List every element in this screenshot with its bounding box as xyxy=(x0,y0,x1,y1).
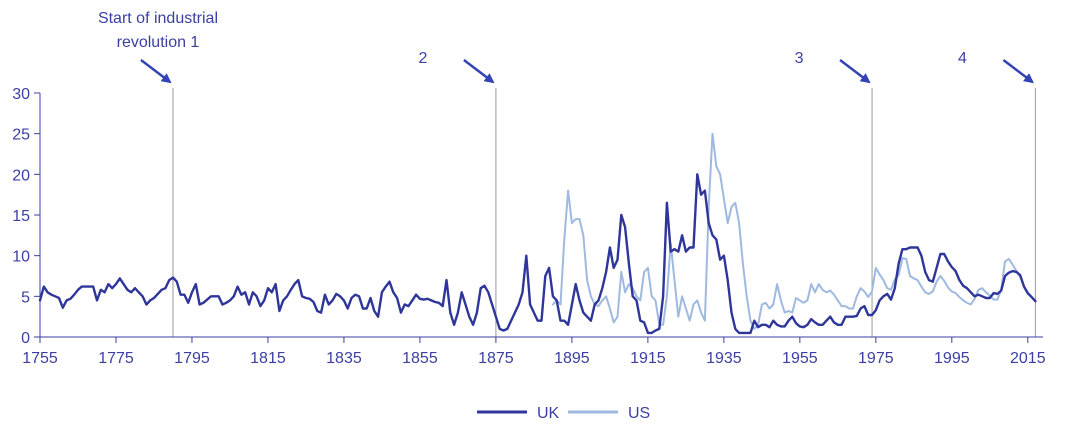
legend-label-us: US xyxy=(628,405,650,422)
legend: UK US xyxy=(477,405,650,422)
y-tick-label: 30 xyxy=(12,86,30,103)
x-tick-label: 1815 xyxy=(250,350,286,367)
x-tick-label: 1755 xyxy=(22,350,58,367)
annotation-label: 3 xyxy=(795,50,804,67)
x-tick-label: 1855 xyxy=(402,350,438,367)
legend-label-uk: UK xyxy=(537,405,560,422)
x-tick-label: 1975 xyxy=(858,350,894,367)
annotation-arrow xyxy=(463,59,495,84)
y-tick-label: 15 xyxy=(12,208,30,225)
x-tick-label: 1895 xyxy=(554,350,590,367)
annotation-label: 2 xyxy=(418,50,427,67)
x-tick-label: 1835 xyxy=(326,350,362,367)
x-tick-label: 1955 xyxy=(782,350,818,367)
x-tick-label: 1935 xyxy=(706,350,742,367)
y-tick-label: 0 xyxy=(21,330,30,347)
series-line-us xyxy=(551,132,1037,330)
annotation-label: Start of industrial xyxy=(98,10,218,27)
x-tick-label: 1875 xyxy=(478,350,514,367)
x-tick-label: 1775 xyxy=(98,350,134,367)
annotation-label: revolution 1 xyxy=(117,34,200,51)
x-tick-label: 1995 xyxy=(934,350,970,367)
annotation-label: 4 xyxy=(958,50,967,67)
annotation-arrow xyxy=(140,59,172,84)
series-layer xyxy=(38,132,1037,335)
x-tick-label: 2015 xyxy=(1010,350,1046,367)
series-line-uk xyxy=(38,173,1037,335)
x-tick-label: 1915 xyxy=(630,350,666,367)
y-tick-label: 20 xyxy=(12,167,30,184)
annotation-arrow xyxy=(839,59,871,84)
y-tick-label: 10 xyxy=(12,249,30,266)
axes: 0 5 10 15 20 25 30 1755 1775 1795 1815 1835 1855 1875… xyxy=(12,86,1045,367)
y-tick-label: 25 xyxy=(12,127,30,144)
annotations: Start of industrial revolution 1 2 3 4 xyxy=(98,10,1036,337)
y-tick-label: 5 xyxy=(21,289,30,306)
annotation-arrow xyxy=(1002,59,1034,84)
x-tick-label: 1795 xyxy=(174,350,210,367)
